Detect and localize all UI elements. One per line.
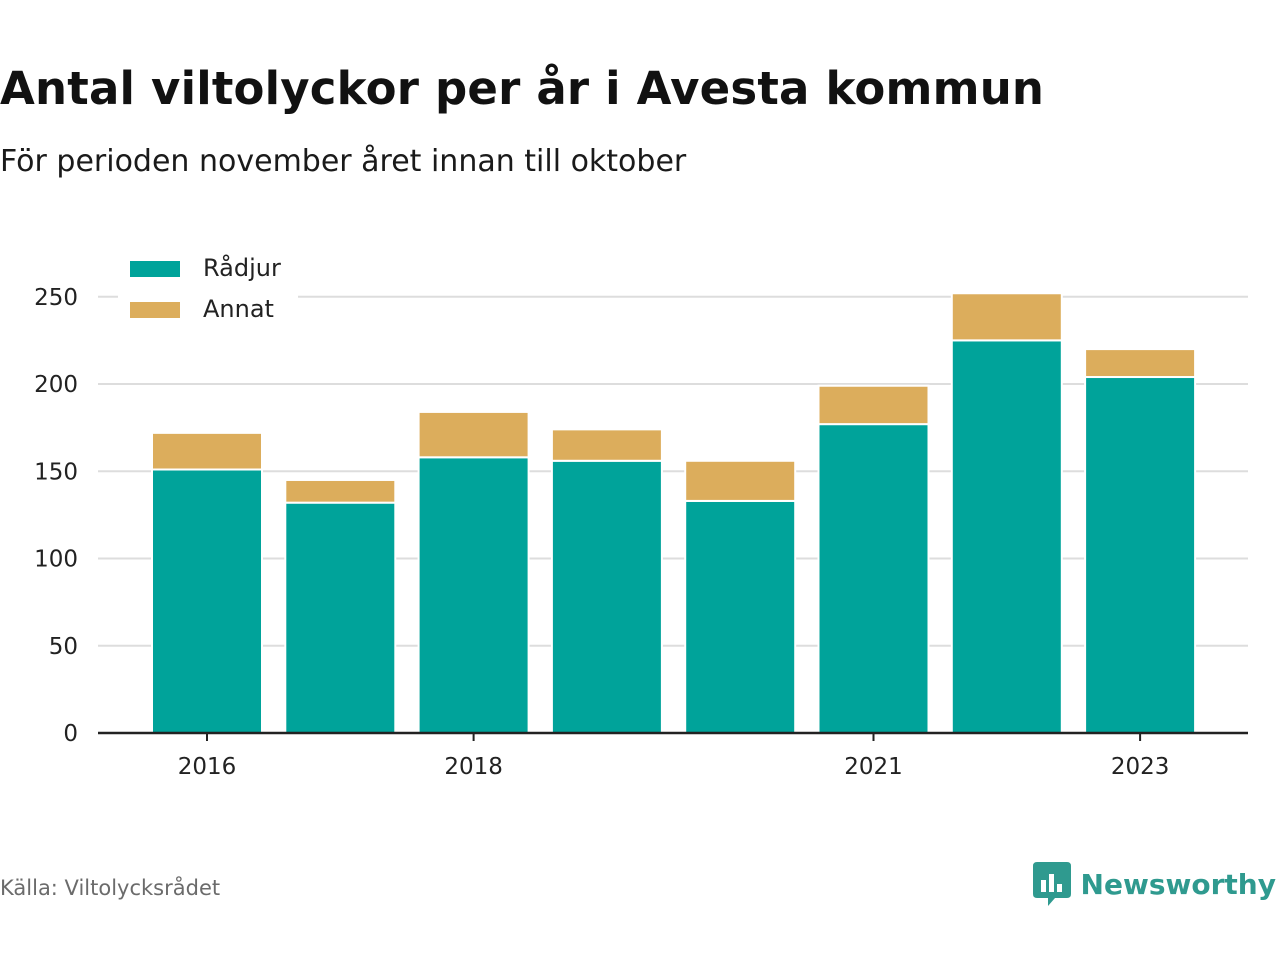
bar-annat — [950, 292, 1063, 342]
y-tick-label: 100 — [34, 547, 78, 573]
bar-annat — [817, 384, 930, 426]
bar-annat — [1084, 348, 1197, 379]
legend-swatch — [130, 302, 180, 318]
bar-radjur — [151, 468, 263, 734]
brand-name: Newsworthy — [1080, 867, 1276, 901]
brand-logo: Newsworthy — [1032, 862, 1276, 906]
x-tick-label: 2023 — [1111, 754, 1170, 780]
legend-label: Rådjur — [203, 253, 281, 282]
bar-radjur — [550, 459, 663, 734]
bar-annat — [684, 459, 797, 502]
y-tick-label: 0 — [63, 721, 78, 747]
bar-radjur — [417, 456, 530, 734]
stacked-bar-chart: 0 50 100 150 200 250 2016 2018 2021 2023 Rådjur A… — [34, 250, 1248, 780]
x-axis-ticks: 2016 2018 2021 2023 — [178, 733, 1170, 780]
bar-radjur — [950, 339, 1063, 734]
x-tick-label: 2018 — [444, 754, 503, 780]
bar-annat — [284, 478, 397, 504]
bar-radjur — [284, 501, 397, 734]
x-tick-label: 2016 — [178, 754, 237, 780]
bar-chart-speech-bubble-icon — [1032, 862, 1071, 906]
y-axis-ticks: 0 50 100 150 200 250 — [34, 285, 78, 747]
y-tick-label: 150 — [34, 459, 78, 485]
bar-annat — [550, 428, 663, 462]
y-tick-label: 200 — [34, 372, 78, 398]
legend: Rådjur Annat — [118, 250, 298, 328]
legend-label: Annat — [203, 295, 274, 323]
bar-radjur — [817, 423, 930, 734]
x-tick-label: 2021 — [844, 754, 903, 780]
gridlines — [98, 295, 1248, 647]
y-tick-label: 50 — [49, 634, 78, 660]
legend-swatch — [130, 261, 180, 277]
bar-annat — [417, 410, 530, 459]
bar-radjur — [684, 499, 797, 735]
chart-subtitle: För perioden november året innan till ok… — [0, 144, 687, 179]
bars — [151, 292, 1197, 735]
chart-title: Antal viltolyckor per år i Avesta kommun — [0, 62, 1045, 115]
y-tick-label: 250 — [34, 285, 78, 311]
bar-annat — [151, 431, 263, 471]
bar-radjur — [1084, 376, 1197, 734]
source-note: Källa: Viltolycksrådet — [0, 876, 221, 900]
